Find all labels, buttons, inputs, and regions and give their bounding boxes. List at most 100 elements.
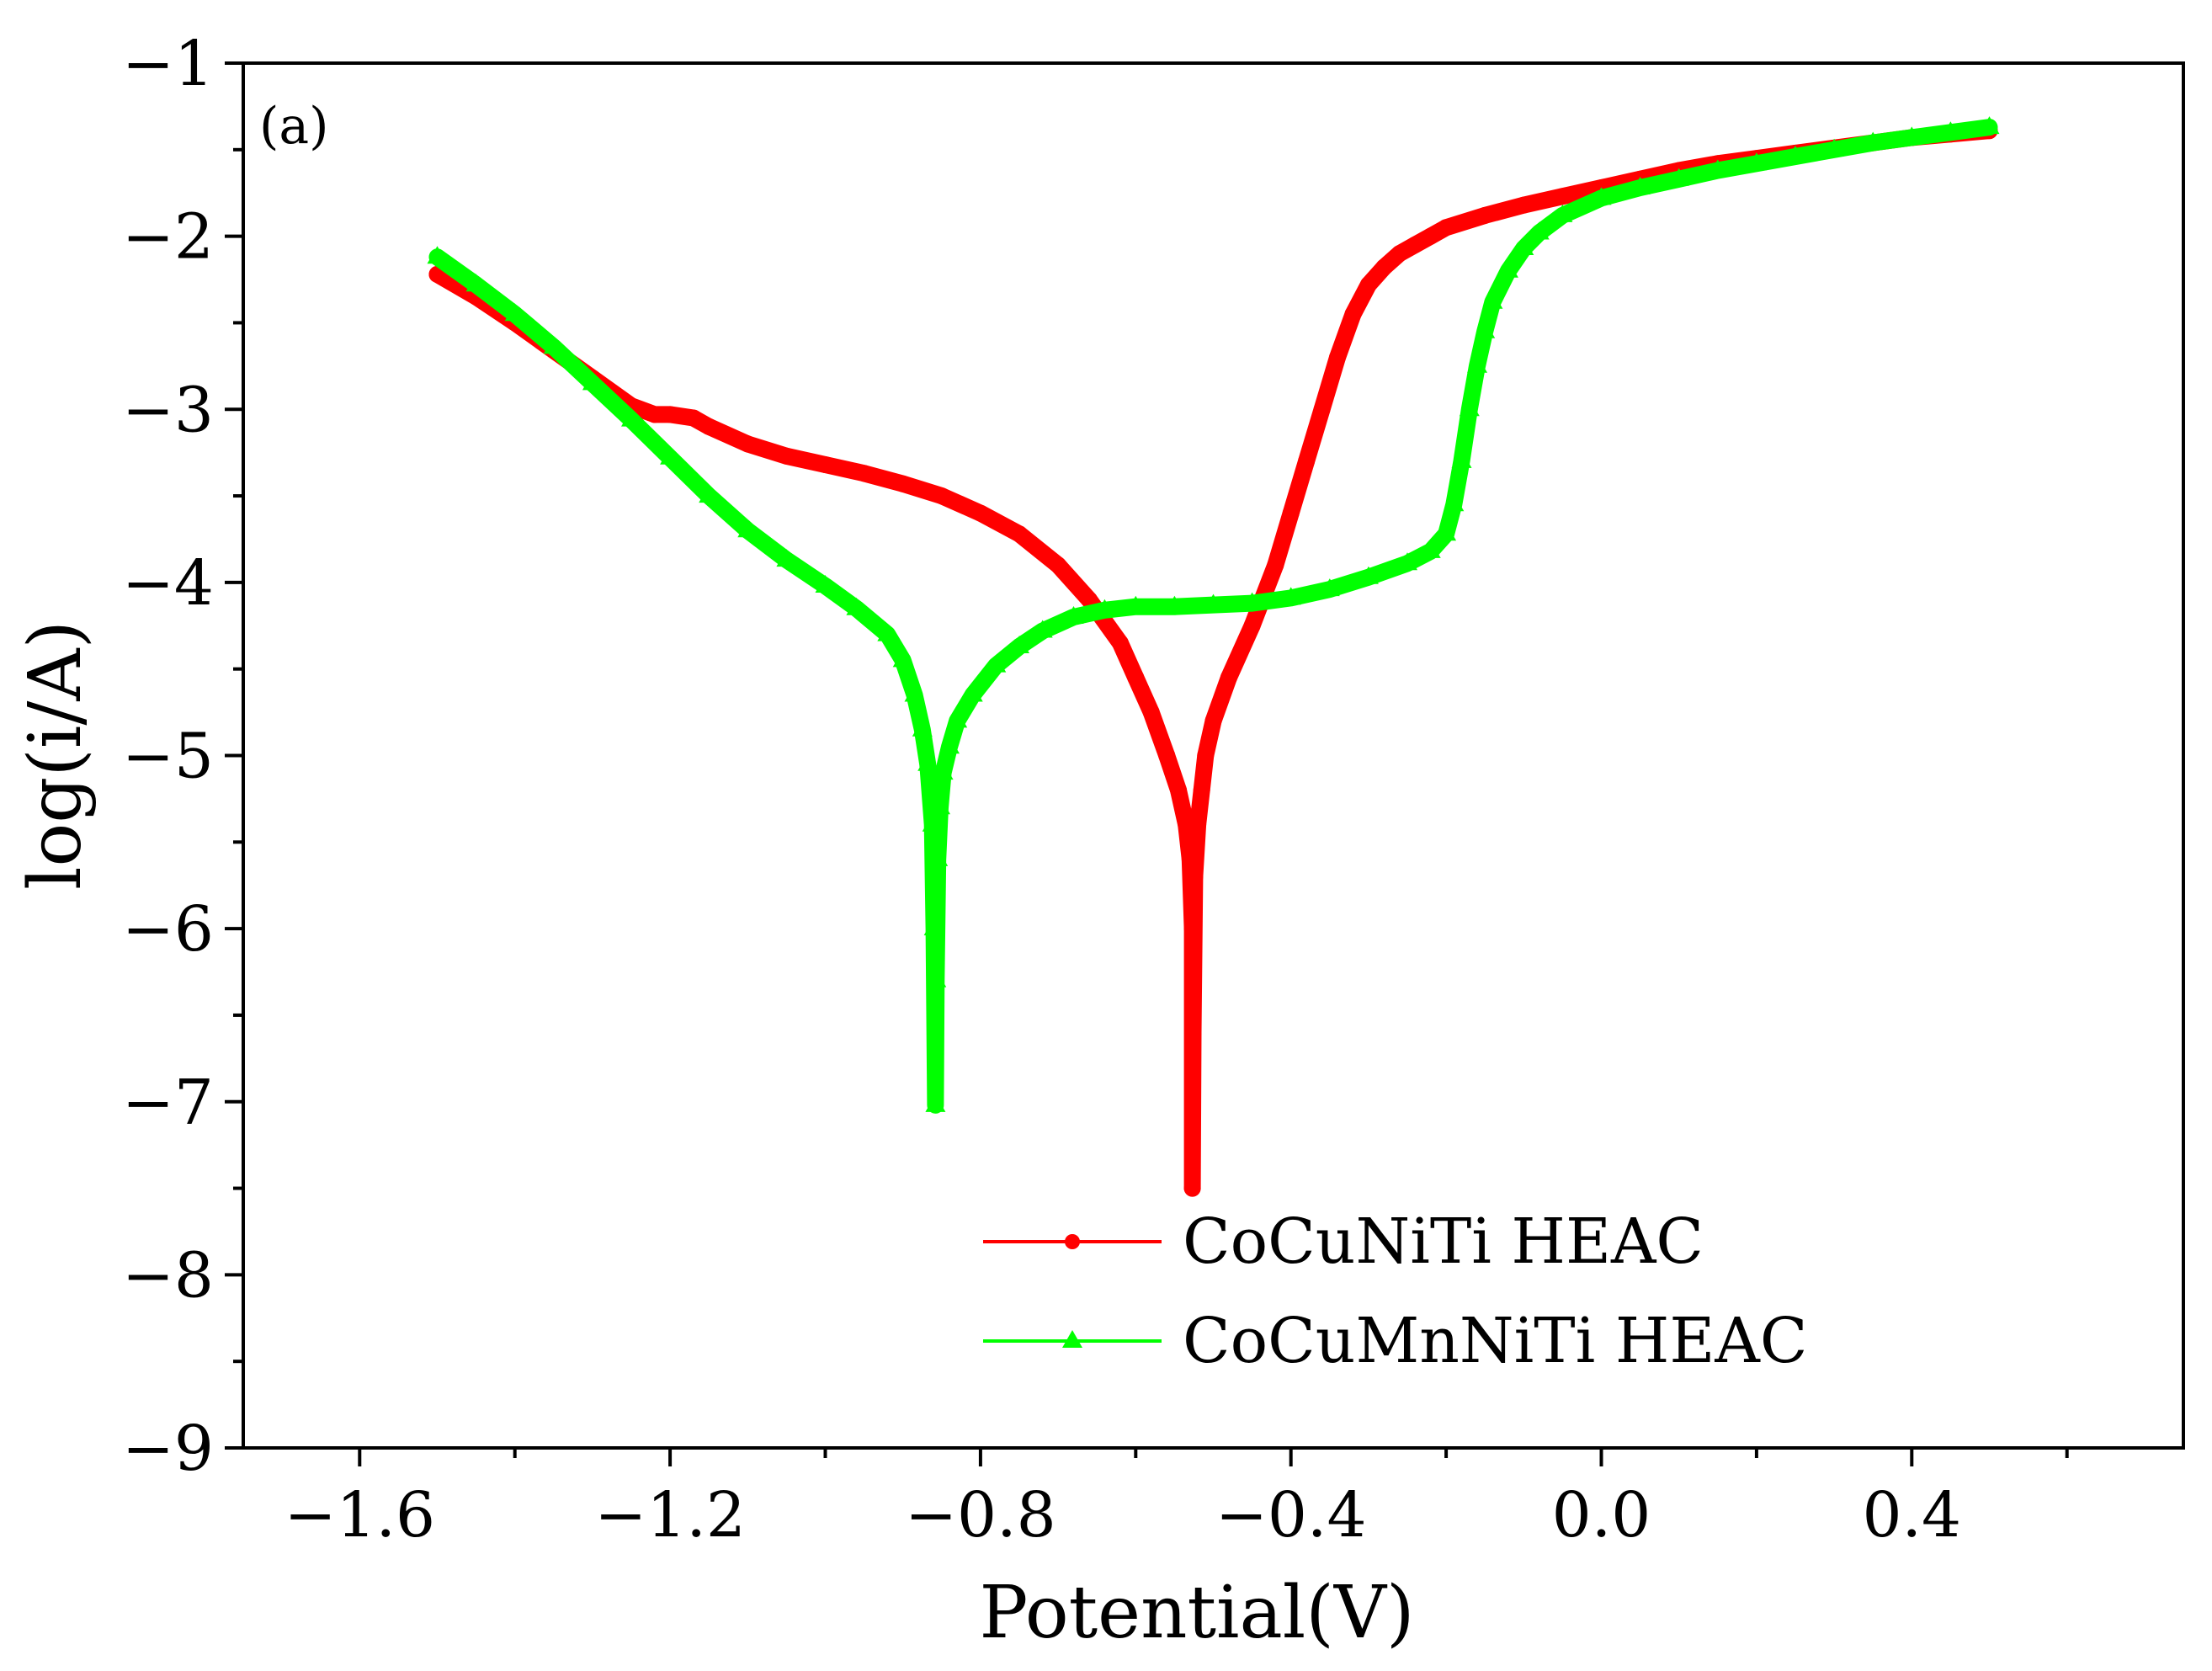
data-point-series-2: [1863, 131, 1884, 150]
data-point-series-2: [660, 446, 681, 465]
data-point-series-1: [1554, 188, 1571, 205]
data-point-series-1: [1282, 504, 1300, 522]
data-point-series-2: [1451, 450, 1472, 468]
legend-marker-series-2: [1062, 1330, 1082, 1348]
data-point-series-2: [912, 718, 933, 737]
data-point-series-1: [1011, 525, 1028, 543]
data-point-series-2: [1280, 587, 1301, 605]
data-point-series-1: [1375, 258, 1393, 276]
data-point-series-2: [1668, 168, 1689, 186]
data-point-series-1: [1186, 868, 1204, 886]
data-point-series-2: [925, 1094, 946, 1112]
data-point-series-2: [926, 969, 947, 987]
data-point-series-1: [816, 456, 834, 473]
series-line-2: [428, 119, 1998, 1114]
data-point-series-2: [582, 372, 603, 391]
data-point-series-2: [1242, 592, 1263, 610]
data-point-series-1: [1197, 747, 1215, 764]
data-point-series-1: [1050, 556, 1067, 574]
series-layer: [427, 116, 2000, 1197]
data-point-series-2: [1125, 595, 1146, 614]
y-tick-label: −1: [122, 28, 214, 100]
data-point-series-1: [662, 406, 679, 423]
data-point-series-2: [904, 684, 925, 702]
data-point-series-2: [1164, 595, 1185, 614]
data-point-series-2: [1063, 606, 1084, 624]
data-point-series-1: [778, 447, 795, 465]
data-point-series-1: [1204, 712, 1222, 730]
legend-label-series-1: CoCuNiTi HEAC: [1183, 1205, 1704, 1278]
data-point-series-1: [1184, 1024, 1202, 1041]
data-point-series-1: [1081, 591, 1098, 609]
y-axis-title: log(i/A): [13, 620, 98, 890]
data-point-series-2: [922, 813, 943, 832]
data-point-series-2: [1094, 599, 1115, 617]
data-point-series-2: [427, 246, 448, 264]
data-point-series-1: [1142, 704, 1160, 721]
data-point-series-1: [1193, 781, 1210, 799]
y-tick-label: −4: [122, 547, 214, 620]
data-point-series-2: [1319, 578, 1340, 597]
data-point-series-2: [1497, 259, 1518, 278]
data-point-series-2: [846, 597, 867, 615]
data-point-series-1: [1438, 219, 1455, 237]
data-point-series-2: [1444, 493, 1465, 512]
data-point-series-2: [737, 519, 758, 538]
data-point-series-1: [1476, 206, 1494, 224]
data-point-series-1: [933, 487, 950, 505]
data-point-series-1: [971, 504, 989, 522]
data-point-series-1: [1406, 236, 1424, 253]
x-axis-ticks: −1.6 −1.2 −0.8 −0.4 0.0 0.4: [284, 1448, 2069, 1551]
data-point-series-2: [1746, 152, 1767, 171]
data-point-series-2: [892, 649, 913, 668]
data-point-series-1: [1158, 747, 1176, 764]
data-point-series-1: [1111, 634, 1129, 652]
x-tick-label: −1.6: [284, 1479, 435, 1551]
data-point-series-2: [621, 408, 641, 427]
data-point-series-1: [700, 418, 718, 435]
data-point-series-1: [1344, 306, 1362, 323]
y-tick-label: −6: [122, 893, 214, 966]
data-point-series-1: [1390, 245, 1408, 263]
data-point-series-2: [1009, 636, 1029, 653]
series-line-1: [428, 122, 1998, 1197]
legend: CoCuNiTi HEAC CoCuMnNiTi HEAC: [983, 1205, 1807, 1377]
x-tick-label: −0.8: [905, 1479, 1056, 1551]
data-point-series-1: [1515, 196, 1533, 214]
panel-label: (a): [259, 97, 329, 156]
x-tick-label: −1.2: [594, 1479, 746, 1551]
data-point-series-1: [739, 435, 757, 453]
data-point-series-2: [1420, 540, 1441, 558]
data-point-series-1: [1267, 556, 1284, 574]
data-point-series-1: [1178, 816, 1195, 833]
data-point-series-2: [928, 848, 949, 866]
data-point-series-2: [917, 753, 939, 771]
data-point-series-2: [1397, 552, 1417, 571]
data-point-series-1: [646, 406, 663, 423]
y-tick-label: −9: [122, 1413, 214, 1485]
data-point-series-2: [1707, 159, 1728, 178]
data-point-series-2: [1630, 177, 1651, 194]
data-point-series-2: [939, 736, 960, 754]
x-tick-label: 0.4: [1862, 1479, 1961, 1551]
data-point-series-2: [699, 485, 720, 503]
y-tick-label: −5: [122, 721, 214, 793]
data-point-series-2: [1529, 221, 1550, 240]
data-point-series-2: [465, 274, 487, 292]
data-point-series-1: [1181, 850, 1199, 868]
data-point-series-2: [1824, 138, 1845, 157]
data-point-series-2: [1203, 593, 1224, 612]
data-point-series-2: [923, 918, 944, 936]
data-point-series-2: [543, 336, 564, 354]
data-point-series-2: [962, 684, 983, 702]
data-point-series-2: [930, 796, 950, 815]
data-point-series-2: [933, 762, 954, 780]
y-tick-label: −3: [122, 374, 214, 446]
data-point-series-1: [1183, 1179, 1201, 1197]
data-point-series-2: [1467, 354, 1487, 373]
x-tick-label: −0.4: [1215, 1479, 1367, 1551]
data-point-series-1: [1329, 349, 1346, 366]
data-point-series-2: [1358, 566, 1379, 584]
data-point-series-1: [1183, 920, 1201, 938]
